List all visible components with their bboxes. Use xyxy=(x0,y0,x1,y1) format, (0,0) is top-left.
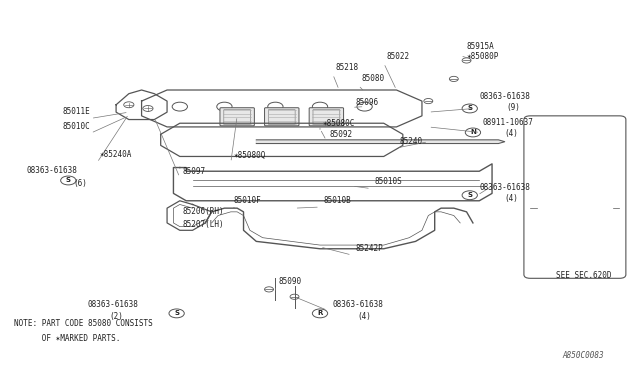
Text: 85096: 85096 xyxy=(355,97,378,107)
Text: 85022: 85022 xyxy=(387,52,410,61)
Text: 85240: 85240 xyxy=(399,137,423,146)
Text: S: S xyxy=(66,177,71,183)
Text: ✶85080P: ✶85080P xyxy=(467,52,499,61)
Text: 85207(LH): 85207(LH) xyxy=(183,220,225,229)
Text: (9): (9) xyxy=(507,103,520,112)
Text: (2): (2) xyxy=(109,312,124,321)
Text: NOTE: PART CODE 85080 CONSISTS: NOTE: PART CODE 85080 CONSISTS xyxy=(14,319,153,328)
Text: 08911-10637: 08911-10637 xyxy=(483,118,533,127)
Polygon shape xyxy=(256,140,505,144)
Text: (4): (4) xyxy=(357,312,371,321)
Text: 85242P: 85242P xyxy=(355,244,383,253)
FancyBboxPatch shape xyxy=(309,108,344,126)
Text: ✶85240A: ✶85240A xyxy=(100,150,132,159)
Text: S: S xyxy=(467,106,472,112)
Text: 08363-61638: 08363-61638 xyxy=(27,166,78,175)
Text: 85080: 85080 xyxy=(362,74,385,83)
Text: S: S xyxy=(467,192,472,198)
FancyBboxPatch shape xyxy=(264,108,299,126)
Text: 08363-61638: 08363-61638 xyxy=(88,299,138,309)
Text: 85010C: 85010C xyxy=(63,122,91,131)
Text: 85206(RH): 85206(RH) xyxy=(183,207,225,216)
Text: 08363-61638: 08363-61638 xyxy=(479,183,530,192)
Text: (4): (4) xyxy=(505,193,518,203)
Text: 08363-61638: 08363-61638 xyxy=(333,299,383,309)
Text: 08363-61638: 08363-61638 xyxy=(479,92,530,101)
Text: 85010B: 85010B xyxy=(323,196,351,205)
Text: 85915A: 85915A xyxy=(467,42,494,51)
Text: 85010S: 85010S xyxy=(374,177,402,186)
Text: S: S xyxy=(174,310,179,316)
Text: 85218: 85218 xyxy=(336,63,359,72)
Text: 85011E: 85011E xyxy=(63,107,91,116)
Text: (6): (6) xyxy=(74,179,88,188)
Text: 85092: 85092 xyxy=(330,130,353,139)
Text: SEE SEC.620D: SEE SEC.620D xyxy=(556,271,611,280)
Text: ✶85080C: ✶85080C xyxy=(323,119,356,128)
Text: 85097: 85097 xyxy=(183,167,206,176)
Text: N: N xyxy=(470,129,476,135)
Text: OF ✶MARKED PARTS.: OF ✶MARKED PARTS. xyxy=(14,334,120,343)
Text: ✶85080Q: ✶85080Q xyxy=(234,151,266,160)
Text: 85010F: 85010F xyxy=(234,196,262,205)
Text: R: R xyxy=(317,310,323,316)
Text: (4): (4) xyxy=(505,129,518,138)
Text: A850C0083: A850C0083 xyxy=(562,350,604,359)
FancyBboxPatch shape xyxy=(220,108,254,126)
Text: 85090: 85090 xyxy=(278,278,301,286)
